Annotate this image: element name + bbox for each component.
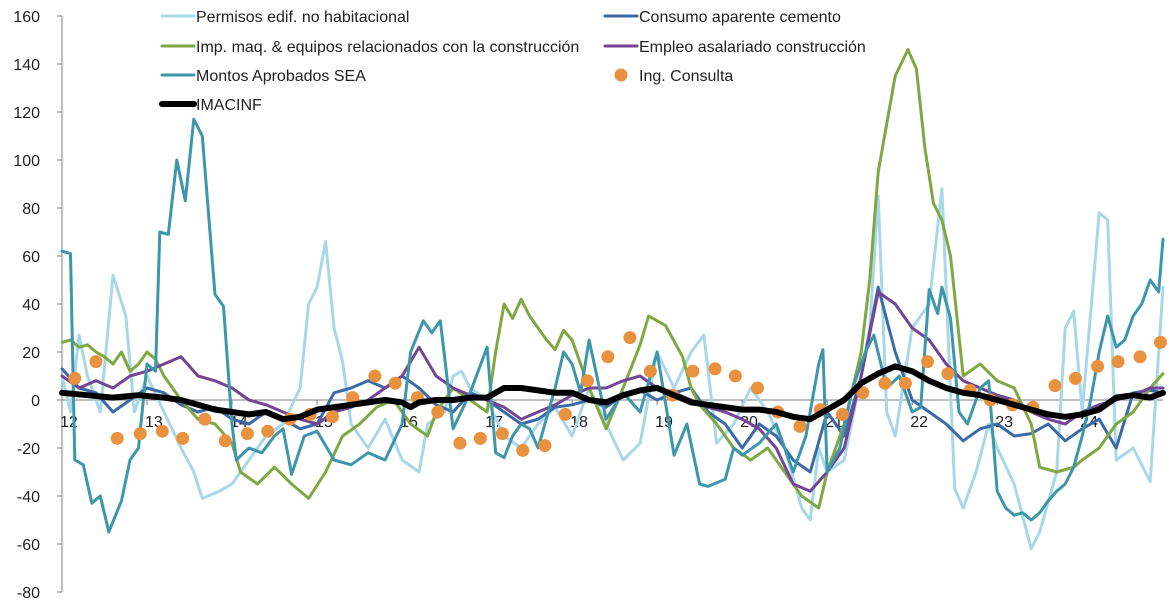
data-point	[261, 424, 275, 438]
data-point	[240, 427, 254, 441]
y-tick-label: 100	[13, 153, 40, 170]
y-tick-label: -80	[17, 585, 40, 602]
data-point	[1068, 371, 1082, 385]
data-point	[1048, 379, 1062, 393]
y-tick-label: 60	[22, 249, 40, 266]
series-5-line	[60, 117, 1165, 534]
data-point	[835, 407, 849, 421]
legend-item-6: Ing. Consulta	[614, 68, 733, 85]
data-point	[1091, 359, 1105, 373]
data-point	[1133, 350, 1147, 364]
data-point	[1111, 355, 1125, 369]
data-point	[325, 410, 339, 424]
y-tick-label: -60	[17, 537, 40, 554]
data-point	[176, 431, 190, 445]
data-point	[473, 431, 487, 445]
data-point	[898, 376, 912, 390]
data-point	[558, 407, 572, 421]
legend-item-2: Consumo aparente cemento	[603, 9, 841, 26]
data-point	[346, 391, 360, 405]
legend-item-4: Empleo asalariado construcción	[603, 39, 866, 56]
data-point	[538, 439, 552, 453]
data-point	[431, 405, 445, 419]
legend-label: Consumo aparente cemento	[639, 9, 841, 26]
series-3-line	[60, 48, 1165, 510]
y-tick-label: -20	[17, 441, 40, 458]
legend: Permisos edif. no habitacional Consumo ap…	[159, 9, 866, 114]
legend-item-7: IMACINF	[159, 97, 262, 114]
data-point	[708, 362, 722, 376]
data-point	[601, 350, 615, 364]
data-point	[89, 355, 103, 369]
data-point	[218, 434, 232, 448]
y-tick-label: 0	[31, 393, 40, 410]
y-tick-label: 40	[22, 297, 40, 314]
data-point	[941, 367, 955, 381]
legend-label: Empleo asalariado construcción	[639, 39, 866, 56]
data-point	[623, 331, 637, 345]
legend-item-3: Imp. maq. & equipos relacionados con la …	[160, 39, 579, 56]
series-6-dots	[68, 331, 1167, 457]
series-layer	[59, 48, 1167, 551]
data-point	[728, 369, 742, 383]
y-tick-label: 140	[13, 57, 40, 74]
x-tick-label: 22	[910, 414, 928, 431]
legend-marker	[614, 68, 628, 82]
series-7-line	[59, 363, 1166, 423]
data-point	[920, 355, 934, 369]
data-point	[110, 431, 124, 445]
data-point	[155, 424, 169, 438]
y-axis: -80 -60 -40 -20 0 20 40 60 80 100 120 140 160	[13, 9, 63, 602]
legend-label: Imp. maq. & equipos relacionados con la …	[196, 39, 579, 56]
data-point	[856, 386, 870, 400]
y-tick-label: -40	[17, 489, 40, 506]
y-tick-label: 120	[13, 105, 40, 122]
series-4-line	[60, 290, 1165, 493]
data-point	[793, 419, 807, 433]
data-point	[878, 376, 892, 390]
data-point	[516, 443, 530, 457]
data-point	[68, 371, 82, 385]
data-point	[750, 381, 764, 395]
data-point	[686, 364, 700, 378]
y-tick-label: 20	[22, 345, 40, 362]
data-point	[1153, 335, 1167, 349]
y-tick-label: 160	[13, 9, 40, 26]
legend-item-1: Permisos edif. no habitacional	[160, 9, 409, 26]
data-point	[198, 412, 212, 426]
legend-item-5: Montos Aprobados SEA	[160, 68, 366, 85]
y-tick-label: 80	[22, 201, 40, 218]
legend-label: Ing. Consulta	[639, 68, 733, 85]
legend-label: IMACINF	[196, 97, 262, 114]
data-point	[580, 374, 594, 388]
data-point	[133, 427, 147, 441]
data-point	[388, 376, 402, 390]
data-point	[368, 369, 382, 383]
data-point	[495, 427, 509, 441]
legend-label: Montos Aprobados SEA	[196, 68, 366, 85]
legend-label: Permisos edif. no habitacional	[196, 9, 409, 26]
series-1-line	[60, 187, 1165, 551]
data-point	[643, 364, 657, 378]
data-point	[453, 436, 467, 450]
